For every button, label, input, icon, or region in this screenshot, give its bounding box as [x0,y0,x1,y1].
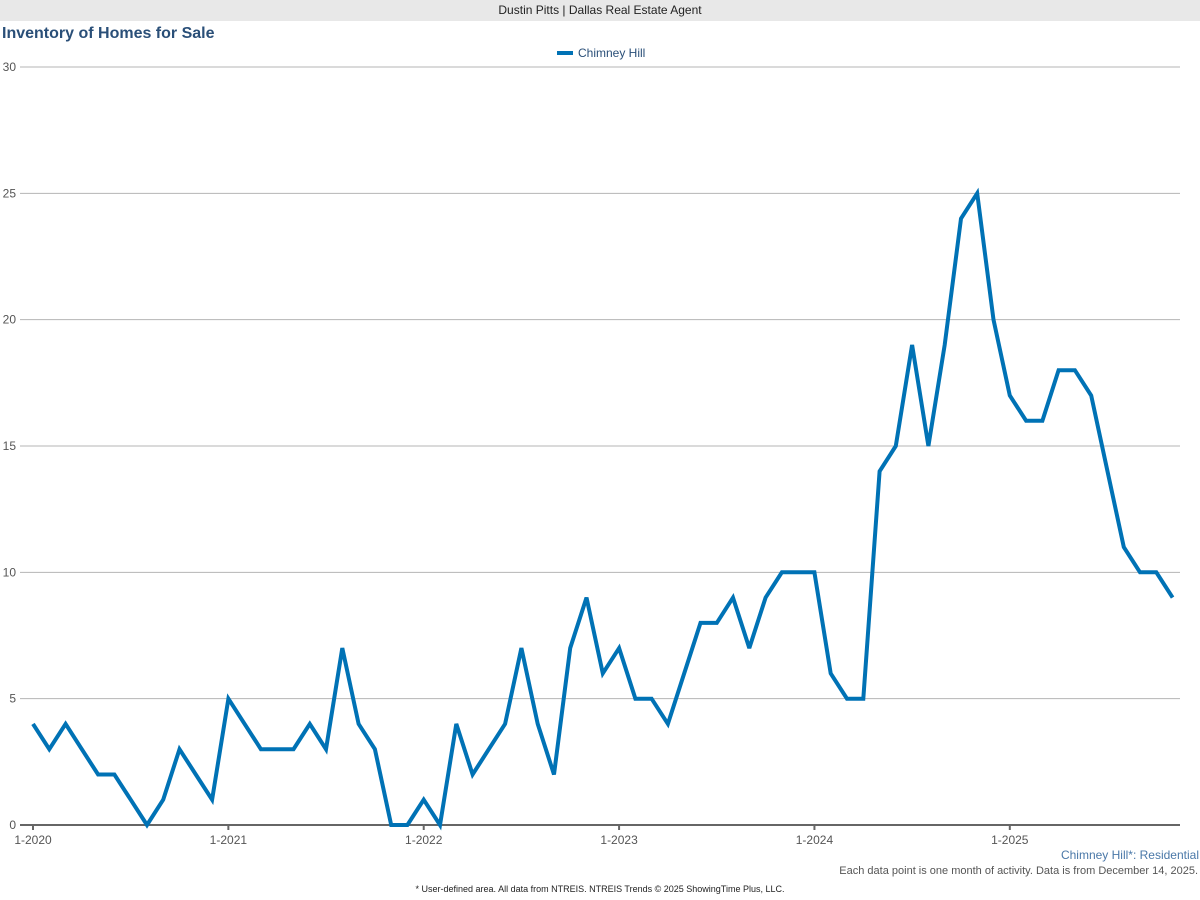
series-line [31,187,1175,831]
x-tick-label: 1-2022 [405,833,443,847]
y-tick-label: 25 [3,186,17,200]
y-tick-label: 15 [3,439,17,453]
y-tick-label: 20 [3,313,17,327]
x-tick-label: 1-2024 [796,833,834,847]
area-label: Chimney Hill*: Residential [1060,848,1199,862]
footer-credit: * User-defined area. All data from NTREI… [415,884,785,894]
site-header: Dustin Pitts | Dallas Real Estate Agent [0,0,1200,21]
x-tick-label: 1-2025 [991,833,1029,847]
y-tick-label: 0 [9,818,16,832]
chart-title: Inventory of Homes for Sale [2,25,215,42]
legend-label: Chimney Hill [578,46,646,60]
x-tick-label: 1-2021 [210,833,248,847]
x-tick-label: 1-2020 [14,833,52,847]
data-note: Each data point is one month of activity… [839,865,1198,877]
y-tick-label: 30 [3,60,17,74]
y-tick-label: 10 [3,565,17,579]
legend: Chimney Hill [557,46,645,60]
legend-swatch [557,51,573,55]
x-tick-label: 1-2023 [600,833,638,847]
y-tick-label: 5 [9,692,16,706]
